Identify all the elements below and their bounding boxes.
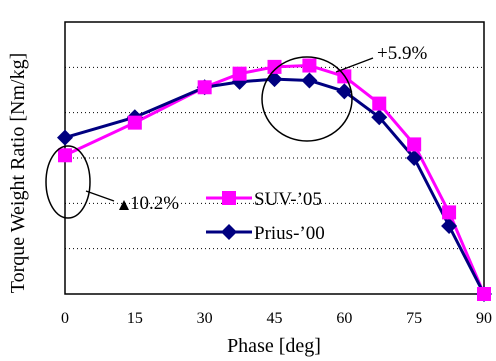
annotation-start-label: 10.2% [130, 193, 179, 214]
callout-ellipse-start [45, 145, 91, 219]
data-point-square [477, 287, 491, 301]
legend-label-prius: Prius-’00 [254, 223, 325, 244]
callout-ellipse-peak [261, 56, 353, 142]
data-point-square [442, 205, 457, 220]
legend-item-prius: Prius-’00 [206, 223, 325, 244]
data-point-square [407, 137, 422, 152]
y-axis-label: Torque Weight Ratio [Nm/kg] [7, 53, 29, 293]
x-tick-label: 15 [127, 310, 143, 327]
x-tick-label: 0 [61, 310, 69, 327]
x-axis-ticks: 0 15 30 45 60 75 90 [61, 310, 492, 327]
series-layer [57, 58, 492, 302]
data-point-square [302, 58, 317, 73]
series-line-1 [64, 77, 486, 295]
x-tick-label: 75 [406, 310, 422, 327]
data-point-square [127, 115, 142, 130]
data-point-diamond [441, 218, 458, 234]
data-point-square [197, 80, 212, 95]
data-point-diamond [336, 83, 353, 100]
legend: SUV-’05 Prius-’00 [206, 189, 325, 244]
triangle-icon [119, 200, 129, 210]
legend-marker-suv [222, 191, 236, 205]
callout-leader-peak [335, 57, 374, 73]
data-point-square [267, 59, 282, 74]
legend-item-suv: SUV-’05 [206, 189, 322, 210]
data-point-square [58, 148, 72, 163]
callout-leader-start [85, 190, 115, 202]
x-tick-label: 60 [336, 310, 352, 327]
x-tick-label: 90 [476, 310, 492, 327]
annotation-peak-label: +5.9% [377, 43, 427, 64]
x-axis-label: Phase [deg] [227, 335, 321, 357]
data-point-diamond [371, 109, 388, 126]
x-tick-label: 45 [267, 310, 283, 327]
x-tick-label: 30 [197, 310, 213, 327]
data-point-diamond [406, 150, 423, 166]
data-point-square [372, 96, 387, 111]
series-line-0 [64, 64, 486, 295]
data-point-square [232, 66, 247, 81]
data-point-diamond [57, 129, 73, 146]
data-point-diamond [301, 72, 318, 89]
legend-label-suv: SUV-’05 [254, 189, 322, 210]
legend-marker-prius [221, 224, 237, 240]
